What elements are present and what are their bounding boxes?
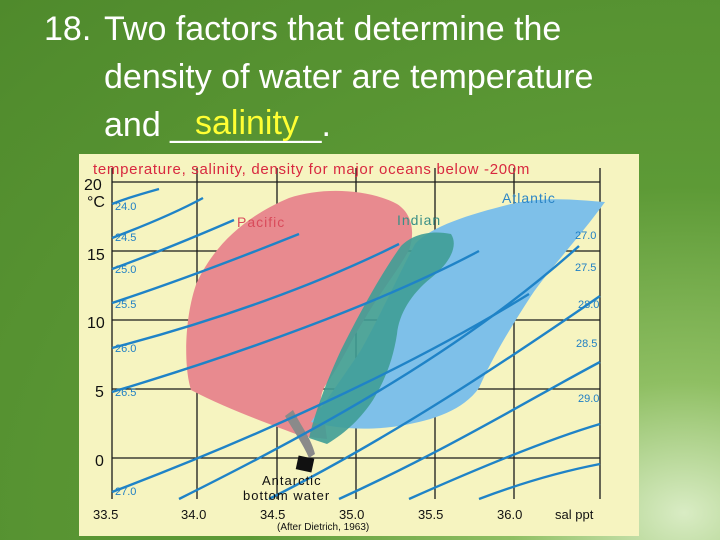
x-tick-label: 36.0 [497,507,522,522]
y-tick-label: 0 [95,453,104,470]
density-curve [478,462,601,501]
question-line-1: Two factors that determine the [104,10,562,48]
x-tick-label: 35.0 [339,507,364,522]
indian-label: Indian [397,212,441,228]
density-label: 27.5 [575,262,596,274]
density-curve [111,242,400,350]
x-axis-labels: 33.5 34.0 34.5 35.0 35.5 36.0 sal ppt [93,507,594,522]
density-label: 28.5 [576,338,597,350]
density-labels-left: 24.0 24.5 25.0 25.5 26.0 26.5 27.0 [115,201,136,498]
density-curve [178,245,580,501]
pacific-region [186,190,413,439]
density-labels-right: 27.0 27.5 28.0 28.5 29.0 [575,230,599,405]
question-number: 18. [44,10,92,48]
y-axis-unit: °C [87,194,105,211]
density-label: 27.0 [115,486,136,498]
y-tick-label: 5 [95,384,104,401]
atlantic-label: Atlantic [502,190,556,206]
x-tick-label: 33.5 [93,507,118,522]
bottom-water-label: bottom water [243,488,330,503]
x-tick-label: 34.0 [181,507,206,522]
y-tick-label: 15 [87,247,105,264]
density-label: 25.0 [115,264,136,276]
x-axis-unit: sal ppt [555,507,594,522]
antarctic-bottom-water-marker [295,455,315,473]
question-line-2: density of water are temperature [104,58,594,96]
figure-credit: (After Dietrich, 1963) [277,522,369,533]
ts-diagram-svg: temperature, salinity, density for major… [79,154,639,536]
antarctic-bottom-water-tail [285,410,315,458]
density-curve [408,422,601,501]
density-label: 28.0 [578,299,599,311]
y-tick-label: 10 [87,315,105,332]
density-curve [268,295,601,501]
density-curve [111,218,235,271]
ts-diagram-figure: temperature, salinity, density for major… [79,154,639,536]
density-label: 24.5 [115,232,136,244]
density-label: 26.0 [115,343,136,355]
density-curve [111,187,160,206]
density-label: 24.0 [115,201,136,213]
x-tick-label: 34.5 [260,507,285,522]
density-label: 25.5 [115,299,136,311]
pacific-label: Pacific [237,214,285,230]
density-curve [111,292,530,494]
density-label: 26.5 [115,387,136,399]
density-curve [338,360,601,501]
density-label: 27.0 [575,230,596,242]
figure-title: temperature, salinity, density for major… [93,161,530,178]
density-curves [111,187,601,501]
question-line-3: and ________. [104,106,331,144]
antarctic-label: Antarctic [262,473,322,488]
density-curve [111,196,204,240]
y-axis-labels: 20 °C 15 10 5 0 [84,177,105,470]
y-tick-label: 20 [84,177,102,194]
density-label: 29.0 [578,393,599,405]
x-tick-label: 35.5 [418,507,443,522]
answer-text: salinity [195,104,299,142]
density-curve [111,249,480,394]
density-curve [111,232,300,305]
indian-region [309,232,454,444]
